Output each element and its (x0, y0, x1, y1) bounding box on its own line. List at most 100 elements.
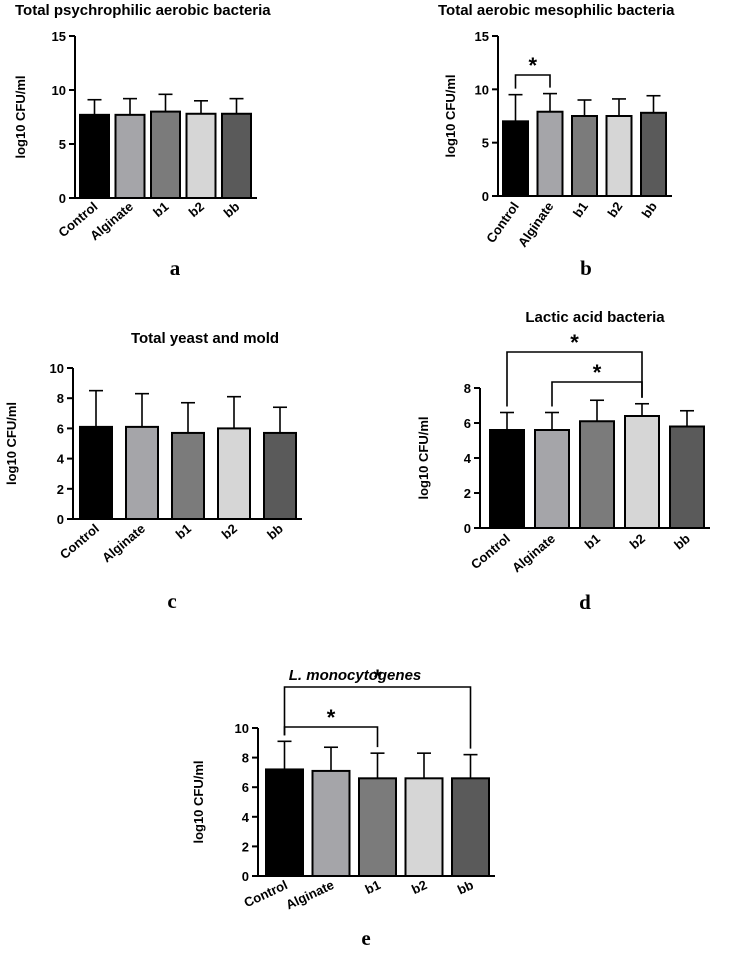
y-tick-label: 2 (464, 486, 471, 501)
x-tick-label: Alginate (99, 521, 148, 565)
x-tick-label: Control (468, 531, 513, 572)
y-tick-label: 0 (482, 189, 489, 204)
y-tick-label: 0 (57, 512, 64, 527)
y-tick-label: 15 (475, 29, 489, 44)
chart-title: L. monocytogenes (289, 667, 422, 684)
x-tick-label: b1 (363, 877, 383, 897)
y-tick-label: 6 (464, 416, 471, 431)
y-tick-label: 4 (57, 452, 65, 467)
y-tick-label: 4 (464, 451, 472, 466)
y-tick-label: 10 (475, 82, 489, 97)
y-tick-label: 10 (52, 83, 66, 98)
bar (571, 115, 598, 197)
bar (265, 768, 304, 877)
chart-title: Lactic acid bacteria (525, 309, 665, 326)
chart-title: Total yeast and mold (131, 330, 279, 347)
bar (502, 120, 529, 197)
bar (358, 777, 397, 878)
significance-star: * (593, 360, 602, 385)
y-tick-label: 0 (242, 869, 249, 884)
significance-star: * (373, 665, 382, 690)
significance-bracket (283, 726, 379, 748)
panel-letter: b (580, 256, 592, 280)
x-tick-label: b2 (186, 199, 207, 220)
significance-star: * (570, 330, 579, 355)
bar (605, 115, 633, 197)
y-tick-label: 4 (242, 810, 250, 825)
bar (171, 431, 205, 520)
bar (640, 111, 667, 197)
bar (221, 112, 252, 199)
y-axis-label: log10 CFU/ml (443, 74, 458, 157)
x-tick-label: Alginate (509, 531, 558, 575)
panel-letter: e (361, 926, 370, 950)
significance-star: * (327, 705, 336, 730)
bar (311, 769, 351, 877)
chart-title: Total psychrophilic aerobic bacteria (15, 2, 271, 19)
bar (79, 425, 113, 521)
x-tick-label: bb (671, 531, 693, 553)
significance-bracket (506, 351, 643, 407)
x-tick-label: b2 (604, 199, 625, 220)
chart-title: Total aerobic mesophilic bacteria (438, 2, 675, 19)
y-tick-label: 6 (57, 421, 64, 436)
x-tick-label: bb (264, 521, 286, 543)
x-tick-label: Alginate (515, 199, 557, 250)
y-tick-label: 10 (235, 721, 249, 736)
panel-letter: a (170, 256, 181, 280)
x-tick-label: b1 (150, 199, 171, 220)
bar (534, 429, 570, 529)
significance-bracket (551, 381, 643, 407)
x-tick-label: Alginate (283, 877, 336, 912)
chart-panel-a: Total psychrophilic aerobic bacteria log1… (13, 2, 271, 280)
bar (669, 425, 705, 529)
x-tick-label: b2 (219, 521, 240, 542)
chart-panel-b: Total aerobic mesophilic bacteria log10 C… (438, 2, 675, 280)
y-tick-label: 0 (464, 521, 471, 536)
y-tick-label: 2 (57, 482, 64, 497)
bar (185, 112, 217, 199)
y-tick-label: 10 (50, 361, 64, 376)
bar (579, 420, 615, 529)
chart-panel-d: Lactic acid bacteria log10 CFU/ml 0 2 4 6 8 Con… (416, 309, 710, 614)
bar (217, 427, 251, 520)
y-tick-label: 5 (482, 136, 489, 151)
significance-star: * (528, 53, 537, 78)
x-tick-label: bb (455, 877, 476, 897)
y-axis-label: log10 CFU/ml (4, 402, 19, 485)
bar (404, 777, 444, 878)
y-axis-label: log10 CFU/ml (191, 760, 206, 843)
x-tick-label: b2 (409, 877, 429, 897)
y-tick-label: 2 (242, 839, 249, 854)
x-tick-label: bb (221, 199, 243, 221)
y-axis-label: log10 CFU/ml (416, 416, 431, 499)
significance-bracket (514, 74, 551, 89)
y-tick-label: 8 (464, 381, 471, 396)
bar (451, 777, 490, 878)
bar (150, 110, 181, 199)
x-tick-label: b1 (570, 199, 591, 220)
bar (536, 110, 564, 197)
x-tick-label: bb (639, 199, 660, 221)
y-tick-label: 0 (59, 191, 66, 206)
bar (79, 113, 110, 199)
bar (263, 431, 297, 520)
y-tick-label: 8 (242, 751, 249, 766)
y-axis-label: log10 CFU/ml (13, 75, 28, 158)
x-tick-label: b1 (173, 521, 194, 542)
bar (125, 425, 159, 521)
y-tick-label: 6 (242, 780, 249, 795)
panel-letter: d (579, 590, 591, 614)
y-tick-label: 8 (57, 391, 64, 406)
bar (114, 113, 146, 199)
y-tick-label: 15 (52, 29, 66, 44)
panel-letter: c (167, 589, 176, 613)
x-tick-label: b2 (627, 531, 648, 552)
y-tick-label: 5 (59, 137, 66, 152)
bar (624, 415, 660, 529)
x-tick-label: b1 (582, 531, 603, 552)
significance-bracket (283, 686, 472, 749)
